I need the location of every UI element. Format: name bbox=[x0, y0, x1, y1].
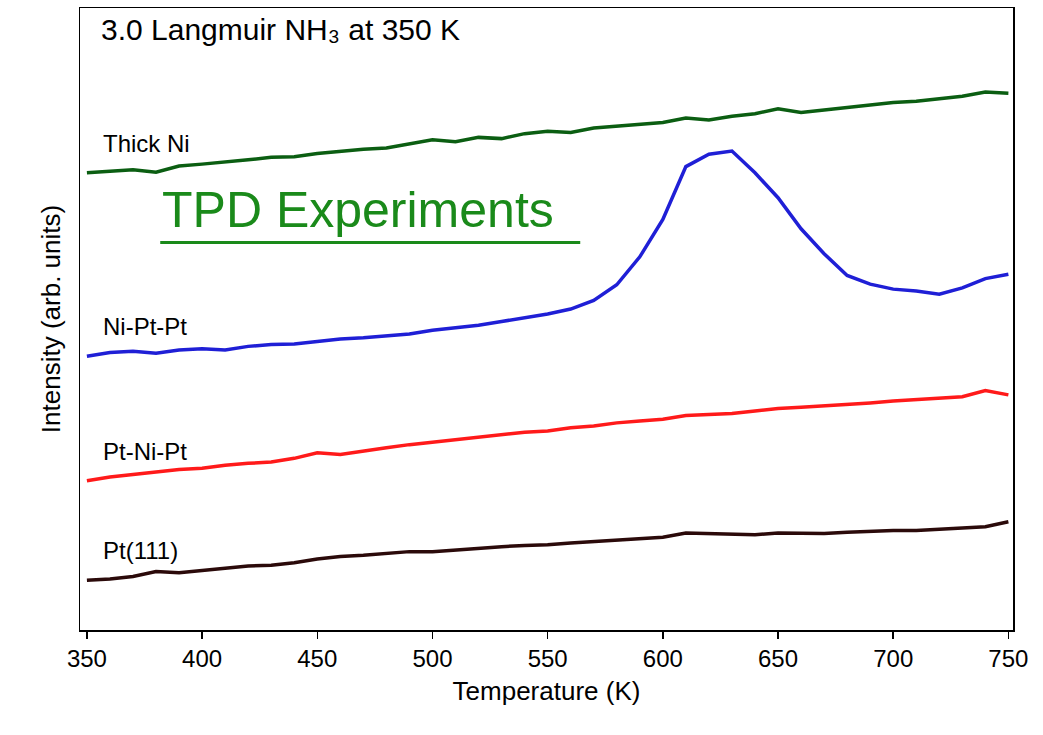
svg-text:500: 500 bbox=[412, 645, 452, 672]
svg-text:3.0 Langmuir NH₃ at 350 K: 3.0 Langmuir NH₃ at 350 K bbox=[101, 13, 460, 46]
svg-text:Pt-Ni-Pt: Pt-Ni-Pt bbox=[103, 438, 187, 465]
svg-text:Thick Ni: Thick Ni bbox=[103, 130, 190, 157]
svg-text:350: 350 bbox=[67, 645, 107, 672]
svg-text:400: 400 bbox=[182, 645, 222, 672]
svg-text:700: 700 bbox=[873, 645, 913, 672]
svg-text:750: 750 bbox=[988, 645, 1028, 672]
svg-text:Pt(111): Pt(111) bbox=[103, 537, 178, 564]
svg-text:650: 650 bbox=[758, 645, 798, 672]
svg-text:Ni-Pt-Pt: Ni-Pt-Pt bbox=[103, 313, 187, 340]
svg-text:600: 600 bbox=[643, 645, 683, 672]
svg-text:TPD Experiments: TPD Experiments bbox=[162, 182, 554, 238]
svg-text:450: 450 bbox=[297, 645, 337, 672]
svg-text:550: 550 bbox=[528, 645, 568, 672]
svg-text:Temperature (K): Temperature (K) bbox=[453, 676, 641, 706]
svg-text:Intensity (arb. units): Intensity (arb. units) bbox=[36, 205, 66, 433]
